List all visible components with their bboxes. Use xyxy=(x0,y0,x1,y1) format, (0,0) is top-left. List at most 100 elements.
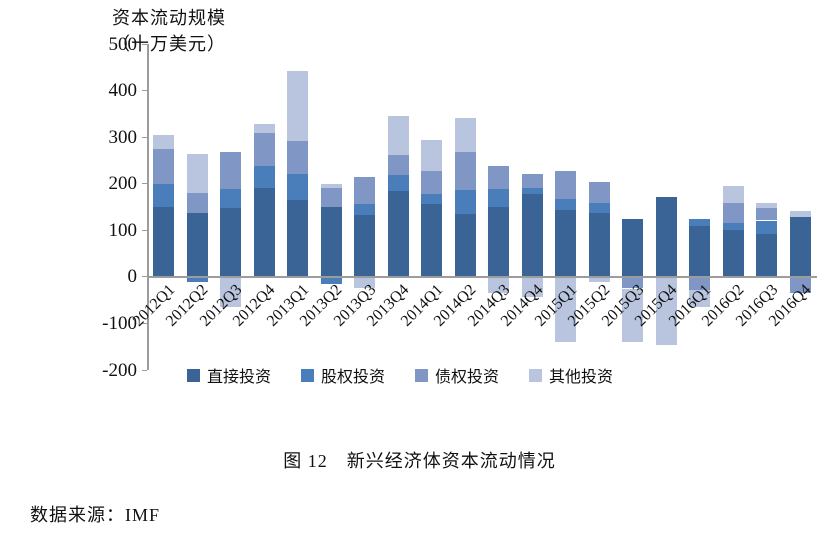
bar-segment-2012Q2-其他投资 xyxy=(186,154,208,193)
y-axis-tick-mark xyxy=(142,322,147,324)
bar-segment-2015Q1-直接投资 xyxy=(555,210,577,277)
bar-segment-2015Q3-直接投资 xyxy=(622,219,644,277)
legend-label: 债权投资 xyxy=(435,369,500,386)
legend-item-债权投资: 债权投资 xyxy=(415,363,499,387)
legend-item-股权投资: 股权投资 xyxy=(300,363,385,387)
bar-segment-2016Q2-其他投资 xyxy=(722,186,744,203)
bar-segment-2013Q4-其他投资 xyxy=(387,116,409,156)
y-axis-tick-mark xyxy=(142,43,147,45)
y-axis-title-line1: 资本流动规模 xyxy=(112,8,226,28)
bar-segment-2013Q2-其他投资 xyxy=(320,184,342,189)
bar-segment-2016Q4-债权投资 xyxy=(789,276,811,294)
y-axis-tick-label: 0 xyxy=(127,266,138,288)
legend-label: 直接投资 xyxy=(206,369,271,386)
bar-segment-2012Q1-直接投资 xyxy=(153,207,175,277)
legend-label: 其他投资 xyxy=(549,369,614,386)
y-axis-tick-mark xyxy=(142,276,147,278)
bar-segment-2016Q4-其他投资 xyxy=(789,211,811,218)
bar-segment-2014Q3-直接投资 xyxy=(488,207,510,277)
legend-swatch-icon xyxy=(529,368,543,382)
bar-segment-2012Q2-债权投资 xyxy=(186,192,208,213)
bar-segment-2012Q1-其他投资 xyxy=(153,134,175,149)
bar-segment-2014Q1-股权投资 xyxy=(421,193,443,204)
bar-segment-2014Q3-股权投资 xyxy=(488,189,510,207)
bar-segment-2014Q3-其他投资 xyxy=(488,276,510,294)
y-axis-tick-label: 100 xyxy=(108,219,138,241)
y-axis-title: 资本流动规模 （十万美元） xyxy=(112,5,226,57)
bar-segment-2012Q1-股权投资 xyxy=(153,184,175,207)
bar-segment-2012Q3-其他投资 xyxy=(220,276,242,308)
bar-segment-2016Q2-股权投资 xyxy=(722,222,744,231)
bar-segment-2014Q2-直接投资 xyxy=(454,214,476,277)
bar-segment-2014Q2-股权投资 xyxy=(454,190,476,215)
legend-swatch-icon xyxy=(186,368,200,382)
y-axis-tick-label: 200 xyxy=(108,173,138,195)
y-axis-tick-mark xyxy=(142,90,147,92)
bar-segment-2016Q1-股权投资 xyxy=(689,218,711,227)
y-axis-tick-label: 500 xyxy=(108,33,138,55)
bar-segment-2012Q3-直接投资 xyxy=(220,207,242,277)
bar-segment-2012Q2-直接投资 xyxy=(186,212,208,277)
y-axis-title-line2: （十万美元） xyxy=(112,34,226,54)
bar-segment-2015Q4-直接投资 xyxy=(655,197,677,277)
bar-segment-2013Q1-其他投资 xyxy=(287,70,309,141)
legend-item-直接投资: 直接投资 xyxy=(186,363,271,387)
legend-swatch-icon xyxy=(415,368,428,382)
bar-segment-2013Q1-债权投资 xyxy=(287,140,309,174)
bar-segment-2012Q1-债权投资 xyxy=(153,148,175,185)
bar-segment-2012Q2-股权投资 xyxy=(186,276,208,282)
y-axis-tick-mark xyxy=(142,229,147,231)
bar-segment-2016Q3-其他投资 xyxy=(756,203,778,208)
y-axis-tick-label: -100 xyxy=(102,312,137,334)
bar-segment-2014Q1-债权投资 xyxy=(421,170,443,194)
bar-segment-2014Q4-股权投资 xyxy=(521,187,543,194)
bar-segment-2012Q4-直接投资 xyxy=(253,188,275,277)
figure-caption: 图 12 新兴经济体资本流动情况 xyxy=(283,451,556,471)
bar-segment-2012Q4-债权投资 xyxy=(253,133,275,166)
bar-segment-2016Q2-债权投资 xyxy=(722,202,744,223)
bar-segment-2014Q4-直接投资 xyxy=(521,193,543,277)
bar-segment-2015Q2-股权投资 xyxy=(588,203,610,214)
bar-segment-2016Q4-直接投资 xyxy=(789,217,811,277)
bar-segment-2013Q4-股权投资 xyxy=(387,175,409,192)
y-axis-tick-label: -200 xyxy=(102,359,137,381)
bar-segment-2015Q3-债权投资 xyxy=(622,276,644,289)
bar-segment-2013Q2-债权投资 xyxy=(320,188,342,207)
bar-segment-2014Q4-债权投资 xyxy=(521,173,543,188)
bar-segment-2013Q1-直接投资 xyxy=(287,200,309,277)
bar-segment-2013Q4-债权投资 xyxy=(387,155,409,176)
bar-segment-2012Q3-股权投资 xyxy=(220,188,242,208)
bar-segment-2014Q2-其他投资 xyxy=(454,117,476,153)
bar-segment-2013Q2-股权投资 xyxy=(320,276,342,284)
bar-segment-2015Q1-其他投资 xyxy=(555,276,577,343)
bar-segment-2016Q1-债权投资 xyxy=(689,276,711,291)
bar-segment-2013Q3-债权投资 xyxy=(354,177,376,204)
y-axis-tick-mark xyxy=(142,136,147,138)
bar-segment-2014Q2-债权投资 xyxy=(454,152,476,191)
bar-segment-2016Q1-直接投资 xyxy=(689,226,711,277)
bar-segment-2013Q4-直接投资 xyxy=(387,191,409,277)
bar-segment-2013Q3-其他投资 xyxy=(354,276,376,289)
chart-legend: 直接投资 股权投资 债权投资 其他投资 xyxy=(110,363,690,387)
legend-swatch-icon xyxy=(300,368,314,382)
bar-segment-2016Q3-债权投资 xyxy=(756,207,778,221)
bar-segment-2016Q1-其他投资 xyxy=(689,290,711,308)
bar-segment-2013Q3-股权投资 xyxy=(354,203,376,216)
bar-segment-2016Q3-股权投资 xyxy=(756,220,778,235)
bar-segment-2012Q4-股权投资 xyxy=(253,166,275,189)
bar-segment-2013Q2-直接投资 xyxy=(320,207,342,277)
bar-segment-2014Q4-其他投资 xyxy=(521,276,543,297)
bar-segment-2016Q2-直接投资 xyxy=(722,230,744,277)
y-axis-tick-mark xyxy=(142,369,147,371)
legend-item-其他投资: 其他投资 xyxy=(529,363,613,387)
bar-segment-2015Q2-债权投资 xyxy=(588,182,610,204)
bar-segment-2012Q3-债权投资 xyxy=(220,152,242,189)
bar-segment-2015Q2-直接投资 xyxy=(588,213,610,277)
bar-segment-2013Q3-直接投资 xyxy=(354,215,376,277)
bar-segment-2013Q1-股权投资 xyxy=(287,173,309,200)
bar-segment-2016Q3-直接投资 xyxy=(756,234,778,277)
data-source-note: 数据来源：IMF xyxy=(30,505,161,525)
bar-segment-2015Q4-其他投资 xyxy=(655,276,677,346)
bar-segment-2014Q3-债权投资 xyxy=(488,165,510,190)
